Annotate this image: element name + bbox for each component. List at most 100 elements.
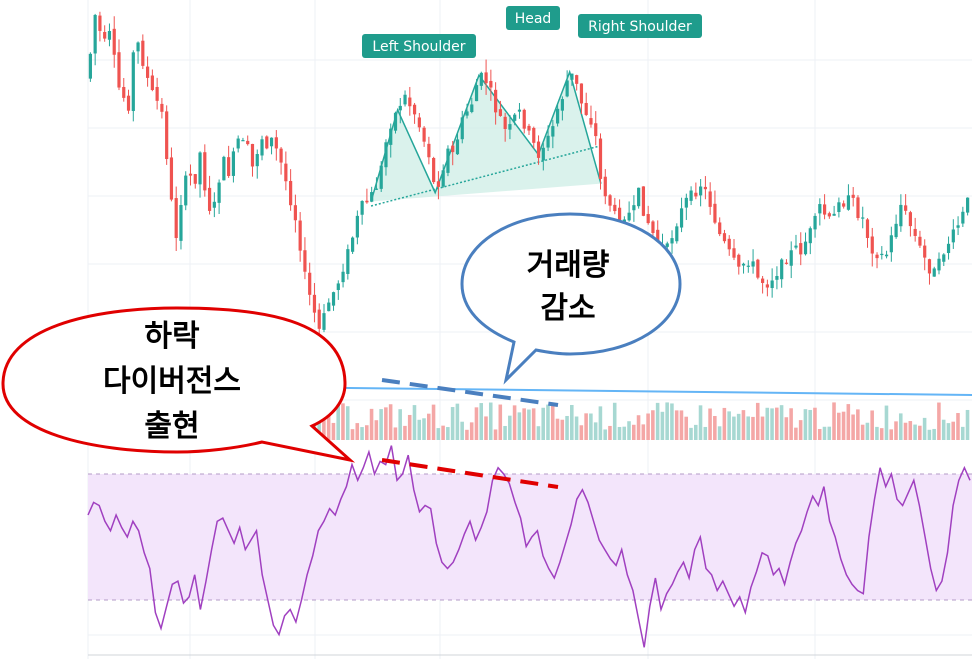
volume-bar [932,428,936,440]
candle-body [594,123,598,137]
candle-body [784,262,789,264]
candle-body [565,80,569,97]
bubble-text-line1: 거래량 [527,248,610,283]
candle-body [465,111,469,116]
candle-body [379,165,383,189]
candle-body [842,203,846,207]
volume-bar [679,410,684,440]
candle-body [794,245,798,248]
candle-body [265,136,269,149]
volume-bar [393,427,398,440]
candle-body [708,191,712,207]
candle-body [455,139,460,155]
volume-bar [322,409,326,440]
candle-body [417,117,421,128]
volume-bar [660,411,665,440]
candle-body [331,292,336,306]
volume-bar [355,423,360,440]
candle-body [956,225,960,228]
candle-body [274,137,278,149]
candle-body [818,204,822,214]
candle-body [913,228,917,236]
volume-bar [403,425,407,440]
candle-body [312,294,317,313]
volume-bar [441,425,445,440]
candle-body [741,263,746,266]
candle-body [289,180,293,206]
candle-body [608,195,612,206]
candle-body [498,109,502,116]
candle-body [808,228,812,244]
candle-body [942,254,946,262]
candle-body [894,223,898,238]
candle-body [250,143,255,167]
candle-body [637,187,641,207]
volume-bar [755,402,760,440]
candle-body [927,259,932,274]
candle-body [470,104,474,112]
volume-bar [846,404,851,440]
volume-bar [369,408,374,440]
candle-body [303,250,307,272]
candle-body [241,140,245,142]
volume-bar [751,416,755,440]
candle-body [198,152,202,185]
right-shoulder-label: Right Shoulder [578,14,702,38]
candle-body [103,31,107,39]
candle-body [789,250,793,266]
right-shoulder-text: Right Shoulder [588,19,692,35]
candle-body [870,236,874,254]
volume-bar [565,415,569,440]
candle-body [412,104,417,115]
candle-body [961,211,965,224]
volume-bar [851,414,855,440]
candle-body [284,163,288,182]
rsi-band [88,474,972,600]
candle-body [227,157,231,176]
candle-body [665,243,669,247]
candle-body [684,197,688,208]
volume-bar [555,418,560,440]
volume-bar [822,426,827,440]
candle-body [503,116,507,129]
volume-bar [832,402,836,440]
candle-body [246,140,250,145]
pattern-outline [370,69,602,202]
candle-body [884,254,889,257]
volume-bar [722,407,727,440]
volume-bar [593,422,598,440]
candle-body [346,249,350,274]
head-label: Head [506,6,560,30]
candle-body [122,86,126,98]
volume-bar [784,417,789,440]
candle-body [88,53,92,79]
candle-body [517,109,522,112]
candle-body [236,138,240,149]
volume-bar [808,409,812,440]
candle-body [341,271,345,283]
candle-body [937,258,941,271]
candle-body [646,214,650,224]
candle-body [308,272,312,295]
volume-bar [651,410,655,440]
candle-body [203,152,207,191]
volume-bar [484,416,488,440]
volume-bar [956,413,960,440]
volume-bar [894,421,898,440]
volume-bar [474,407,479,440]
volume-bar [937,402,941,440]
volume-bar [341,403,345,440]
volume-bar [488,402,493,440]
candle-body [269,137,274,147]
candle-body [98,15,102,31]
candle-body [193,174,197,184]
candle-body [474,85,479,102]
candle-body [822,204,827,215]
volume-bar [374,420,379,440]
candle-body [551,126,555,137]
candle-body [403,94,407,105]
candle-body [184,175,188,206]
volume-bar [498,404,503,440]
candle-body [389,128,393,145]
candle-body [408,97,412,107]
